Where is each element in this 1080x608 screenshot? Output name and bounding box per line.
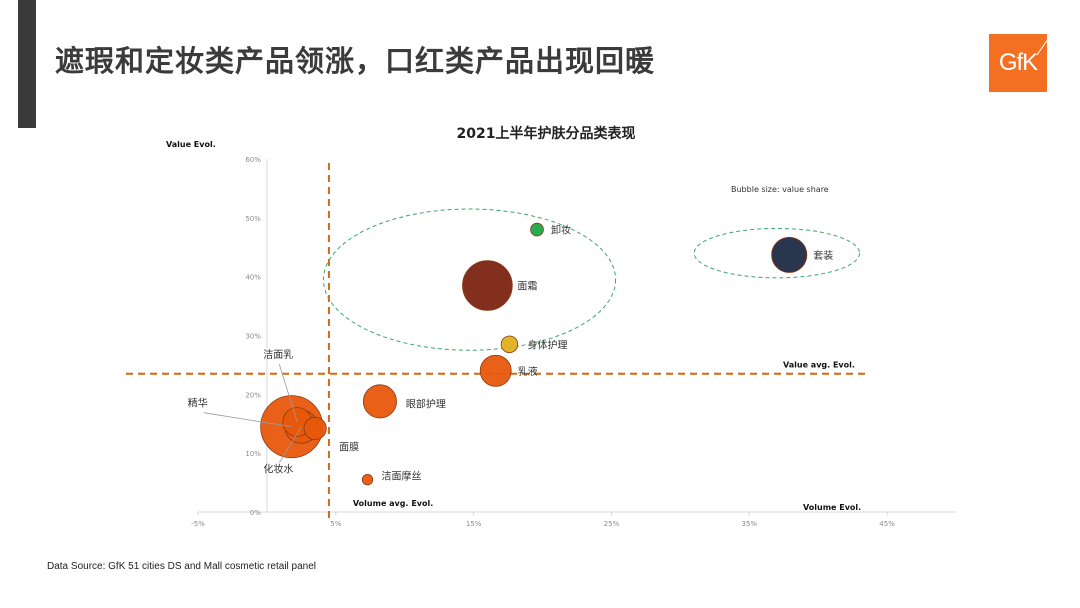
bubble-套装: [771, 236, 808, 273]
bubble-label: 卸妆: [551, 224, 571, 237]
axes: -5% 5% 15% 25% 35% 45% 0% 10% 20% 30% 40% 50% 60%: [191, 156, 956, 528]
y-tick-label: 20%: [245, 391, 261, 399]
x-tick-label: -5%: [191, 520, 205, 528]
data-source-footer: Data Source: GfK 51 cities DS and Mall c…: [47, 561, 317, 572]
bubble-label: 化妆水: [263, 463, 293, 476]
bubble-洁面摩丝: [361, 473, 374, 486]
bubble-label: 套装: [813, 249, 833, 262]
cluster-ring: [693, 227, 861, 279]
volume-avg-label: Volume avg. Evol.: [353, 499, 433, 508]
leader-line: [278, 363, 298, 423]
value-avg-label: Value avg. Evol.: [783, 361, 855, 370]
leader-line: [203, 412, 292, 428]
bubble-卸妆: [530, 222, 544, 237]
leader-line: [279, 426, 302, 463]
x-tick-label: 25%: [604, 520, 620, 528]
bubble-身体护理: [500, 335, 519, 354]
chart-title: 2021上半年护肤分品类表现: [457, 125, 636, 142]
cluster-ring: [322, 208, 617, 351]
bubble-label: 洁面乳: [263, 348, 293, 361]
bubble-label: 精华: [188, 397, 208, 410]
bubble-眼部护理: [362, 384, 397, 419]
x-tick-label: 45%: [879, 520, 895, 528]
bubble-面膜: [303, 416, 327, 440]
x-tick-label: 5%: [330, 520, 341, 528]
bubble-label: 眼部护理: [406, 397, 446, 410]
gfk-logo: GfK: [989, 34, 1049, 92]
y-tick-label: 10%: [245, 450, 261, 458]
bubble-面霜: [462, 260, 513, 311]
x-axis-label: Volume Evol.: [803, 503, 861, 512]
bubble-label: 面膜: [339, 441, 359, 453]
bubble-label: 身体护理: [527, 338, 567, 351]
y-axis-label: Value Evol.: [166, 140, 216, 149]
average-lines: Volume avg. Evol. Value avg. Evol.: [126, 163, 868, 520]
y-tick-label: 60%: [245, 156, 261, 164]
bubble-label: 面霜: [517, 280, 537, 292]
accent-bar: [18, 0, 36, 128]
x-tick-label: 15%: [466, 520, 482, 528]
bubble-乳液: [479, 354, 512, 387]
y-tick-label: 40%: [245, 274, 261, 282]
x-tick-label: 35%: [741, 520, 757, 528]
slide-title: 遮瑕和定妆类产品领涨，口红类产品出现回暖: [55, 44, 656, 78]
y-tick-label: 0%: [250, 509, 261, 517]
y-tick-label: 30%: [245, 333, 261, 341]
y-tick-label: 50%: [245, 215, 261, 223]
bubble-label: 乳液: [518, 365, 538, 378]
logo-text: GfK: [998, 49, 1038, 76]
cluster-rings: [322, 208, 861, 351]
bubble-size-note: Bubble size: value share: [731, 185, 829, 194]
bubble-label: 洁面摩丝: [382, 470, 422, 483]
